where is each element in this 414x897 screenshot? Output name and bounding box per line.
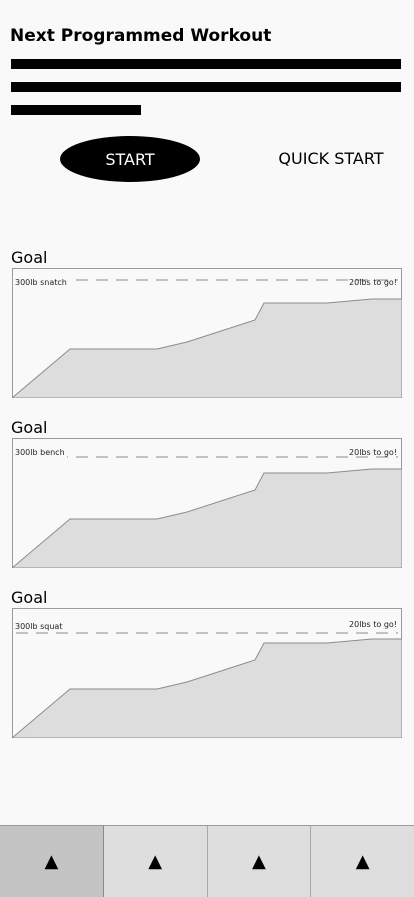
goal-heading: Goal xyxy=(11,588,47,608)
goal-progress-chart: 300lb snatch 20lbs to go! xyxy=(12,268,402,398)
workout-placeholder-line-2 xyxy=(11,82,401,92)
goal-remaining-label: 20lbs to go! xyxy=(349,620,397,630)
goal-card-bench: Goal 300lb bench 20lbs to go! xyxy=(0,418,414,578)
tab-2[interactable]: ▲ xyxy=(104,826,208,897)
workout-placeholder-line-1 xyxy=(11,59,401,69)
workout-placeholder-line-3 xyxy=(11,105,141,115)
progress-graph xyxy=(12,438,402,568)
start-button[interactable]: START xyxy=(60,136,200,182)
progress-area xyxy=(12,469,402,568)
progress-area xyxy=(12,299,402,398)
tab-3[interactable]: ▲ xyxy=(208,826,312,897)
triangle-up-icon: ▲ xyxy=(44,851,58,872)
goal-remaining-label: 20lbs to go! xyxy=(349,278,397,288)
progress-graph xyxy=(12,268,402,398)
goal-heading: Goal xyxy=(11,248,47,268)
tab-1[interactable]: ▲ xyxy=(0,826,104,897)
goal-target-label: 300lb squat xyxy=(15,622,64,632)
triangle-up-icon: ▲ xyxy=(148,851,162,872)
goal-progress-chart: 300lb squat 20lbs to go! xyxy=(12,608,402,738)
quick-start-button[interactable]: QUICK START xyxy=(270,147,392,171)
goal-card-snatch: Goal 300lb snatch 20lbs to go! xyxy=(0,248,414,408)
goal-target-label: 300lb snatch xyxy=(15,278,69,288)
goal-heading: Goal xyxy=(11,418,47,438)
progress-area xyxy=(12,639,402,738)
tab-4[interactable]: ▲ xyxy=(311,826,414,897)
goal-target-label: 300lb bench xyxy=(15,448,67,458)
progress-graph xyxy=(12,608,402,738)
goal-remaining-label: 20lbs to go! xyxy=(349,448,397,458)
goal-progress-chart: 300lb bench 20lbs to go! xyxy=(12,438,402,568)
page-title: Next Programmed Workout xyxy=(10,26,271,46)
triangle-up-icon: ▲ xyxy=(252,851,266,872)
bottom-tab-bar: ▲ ▲ ▲ ▲ xyxy=(0,825,414,897)
triangle-up-icon: ▲ xyxy=(356,851,370,872)
goal-card-squat: Goal 300lb squat 20lbs to go! xyxy=(0,588,414,748)
